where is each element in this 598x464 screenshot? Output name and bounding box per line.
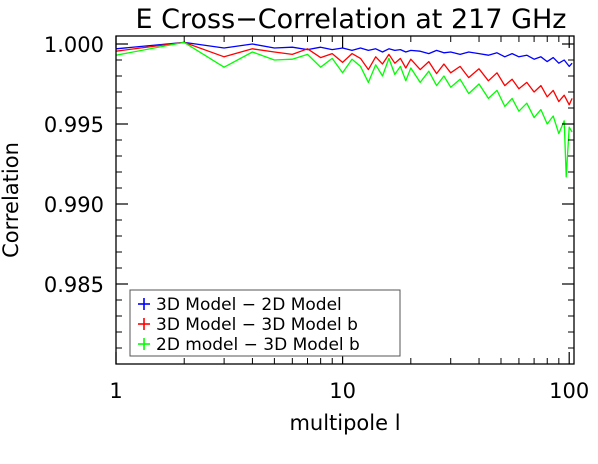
plot-frame <box>115 35 575 365</box>
legend-entry-1: 3D Model − 2D Model <box>156 295 342 315</box>
series-line-3 <box>116 41 573 178</box>
x-tick-label: 100 <box>549 379 589 403</box>
series-line-2 <box>116 41 573 106</box>
legend-box <box>129 289 401 357</box>
x-tick-label: 10 <box>329 379 356 403</box>
x-axis-label: multipole l <box>289 411 400 435</box>
chart-title: E Cross−Correlation at 217 GHz <box>136 4 567 35</box>
series-line-1 <box>116 41 573 68</box>
y-tick-label: 0.990 <box>44 193 104 217</box>
y-axis-label: Correlation <box>0 142 23 258</box>
x-tick-label: 1 <box>109 379 122 403</box>
legend-entry-2: 3D Model − 3D Model b <box>156 315 358 335</box>
y-tick-label: 0.995 <box>44 113 104 137</box>
y-tick-label: 0.985 <box>44 273 104 297</box>
legend-entry-3: 2D model − 3D Model b <box>156 335 360 355</box>
y-tick-label: 1.000 <box>44 33 104 57</box>
